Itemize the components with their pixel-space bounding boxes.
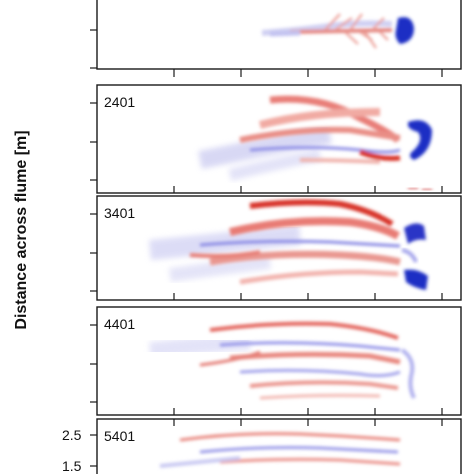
panel-2-field: [149, 199, 428, 290]
panel-1-run-label: 2401: [104, 94, 136, 110]
y-tick-label-2-5: 2.5: [62, 427, 82, 443]
y-ticks: [90, 29, 97, 467]
panel-3-field: [149, 321, 418, 409]
panel-4-run-label: 5401: [104, 428, 136, 444]
x-ticks: [173, 69, 443, 426]
panel-2-run-label: 3401: [104, 205, 136, 221]
panel-4-field: [159, 432, 401, 468]
y-tick-label-1-5: 1.5: [62, 458, 82, 474]
panel-frames: [96, 0, 462, 474]
panel-0-field: [261, 13, 414, 49]
panel-3-run-label: 4401: [104, 316, 136, 332]
panel-1-field: [198, 95, 432, 191]
